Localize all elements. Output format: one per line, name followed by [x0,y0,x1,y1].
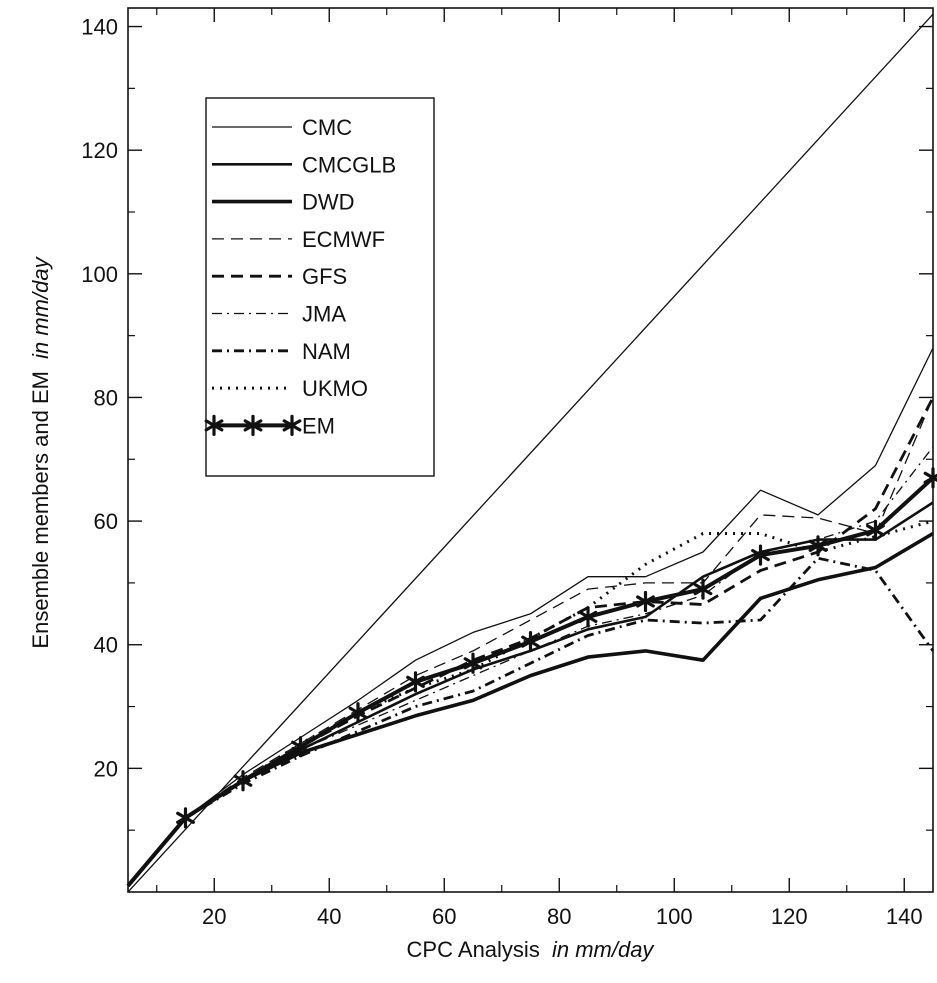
ticks-layer: 20 40 60 80 100 120 140 20 40 60 80 100 120 140 [81,8,933,929]
series-point-em [578,606,598,628]
y-tick-label: 100 [81,262,118,287]
y-axis-label-main: Ensemble members and EM [28,371,53,649]
legend-item-ukmo: UKMO [212,376,368,401]
legend-item-ecmwf: ECMWF [212,227,385,252]
x-axis-label: CPC Analysis in mm/day [407,937,656,962]
legend-star-marker [243,414,263,436]
legend-label: JMA [302,302,346,327]
y-axis-label: Ensemble members and EM in mm/day [28,255,53,648]
series-point-em [636,590,655,613]
series-point-em [406,671,425,693]
series-point-em [521,631,540,653]
series-point-em [808,535,828,557]
y-tick-label: 120 [81,138,118,163]
legend-box [205,97,435,477]
series-point-em [176,807,195,829]
legend-item-em: EM [204,413,335,438]
y-tick-label: 140 [81,15,118,40]
legend-layer: CMC CMCGLB DWD ECMWF GFS JMA NAM UKMO EM [204,97,435,477]
legend-item-jma: JMA [212,302,346,327]
series-point-em [693,578,713,600]
y-tick-label: 20 [94,756,118,781]
series-line-cmcglb [127,501,934,887]
legend-label: GFS [302,264,347,289]
legend-item-cmc: CMC [212,115,352,140]
reference-layer [127,13,934,893]
reference-line [127,13,934,893]
series-point-em [291,736,310,758]
legend-item-nam: NAM [212,339,351,364]
x-tick-label: 100 [656,904,693,929]
legend-label: EM [302,413,335,438]
x-tick-label: 120 [771,904,808,929]
plot-frame-layer [127,7,934,893]
legend-item-dwd: DWD [212,190,355,215]
x-tick-label: 60 [432,904,456,929]
series-point-em [348,702,368,724]
legend-label: DWD [302,190,355,215]
y-axis-label-unit: in mm/day [28,255,53,358]
series-point-em [923,467,937,489]
legend-item-gfs: GFS [212,264,347,289]
series-line-em [126,476,935,888]
x-tick-label: 80 [547,904,571,929]
y-tick-label: 40 [94,633,118,658]
series-point-em [751,544,770,566]
series-line-ecmwf [127,397,934,887]
legend-label: NAM [302,339,351,364]
series-point-em [866,519,885,541]
series-layer [126,347,937,888]
legend-label: ECMWF [302,227,385,252]
legend-star-marker [282,414,302,436]
x-tick-label: 140 [886,904,923,929]
series-line-ukmo [126,519,934,887]
legend-star-marker [204,414,224,436]
y-tick-label: 60 [94,509,118,534]
series-line-cmc [127,347,934,887]
y-tick-label: 80 [94,385,118,410]
series-line-dwd [126,531,934,887]
series-point-em [463,652,483,674]
x-tick-label: 20 [202,904,226,929]
legend-label: CMC [302,115,352,140]
legend-label: UKMO [302,376,368,401]
x-tick-label: 40 [317,904,341,929]
x-axis-label-main: CPC Analysis [407,937,540,962]
legend-label: CMCGLB [302,152,396,177]
legend-item-cmcglb: CMCGLB [212,152,396,177]
series-line-nam [126,556,935,887]
series-point-em [233,770,253,792]
plot-frame [127,7,934,893]
x-axis-label-unit: in mm/day [552,937,655,962]
